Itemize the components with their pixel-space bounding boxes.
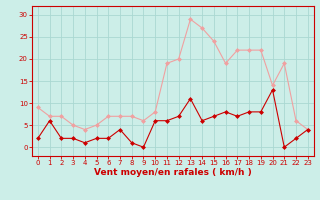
X-axis label: Vent moyen/en rafales ( km/h ): Vent moyen/en rafales ( km/h ) <box>94 168 252 177</box>
